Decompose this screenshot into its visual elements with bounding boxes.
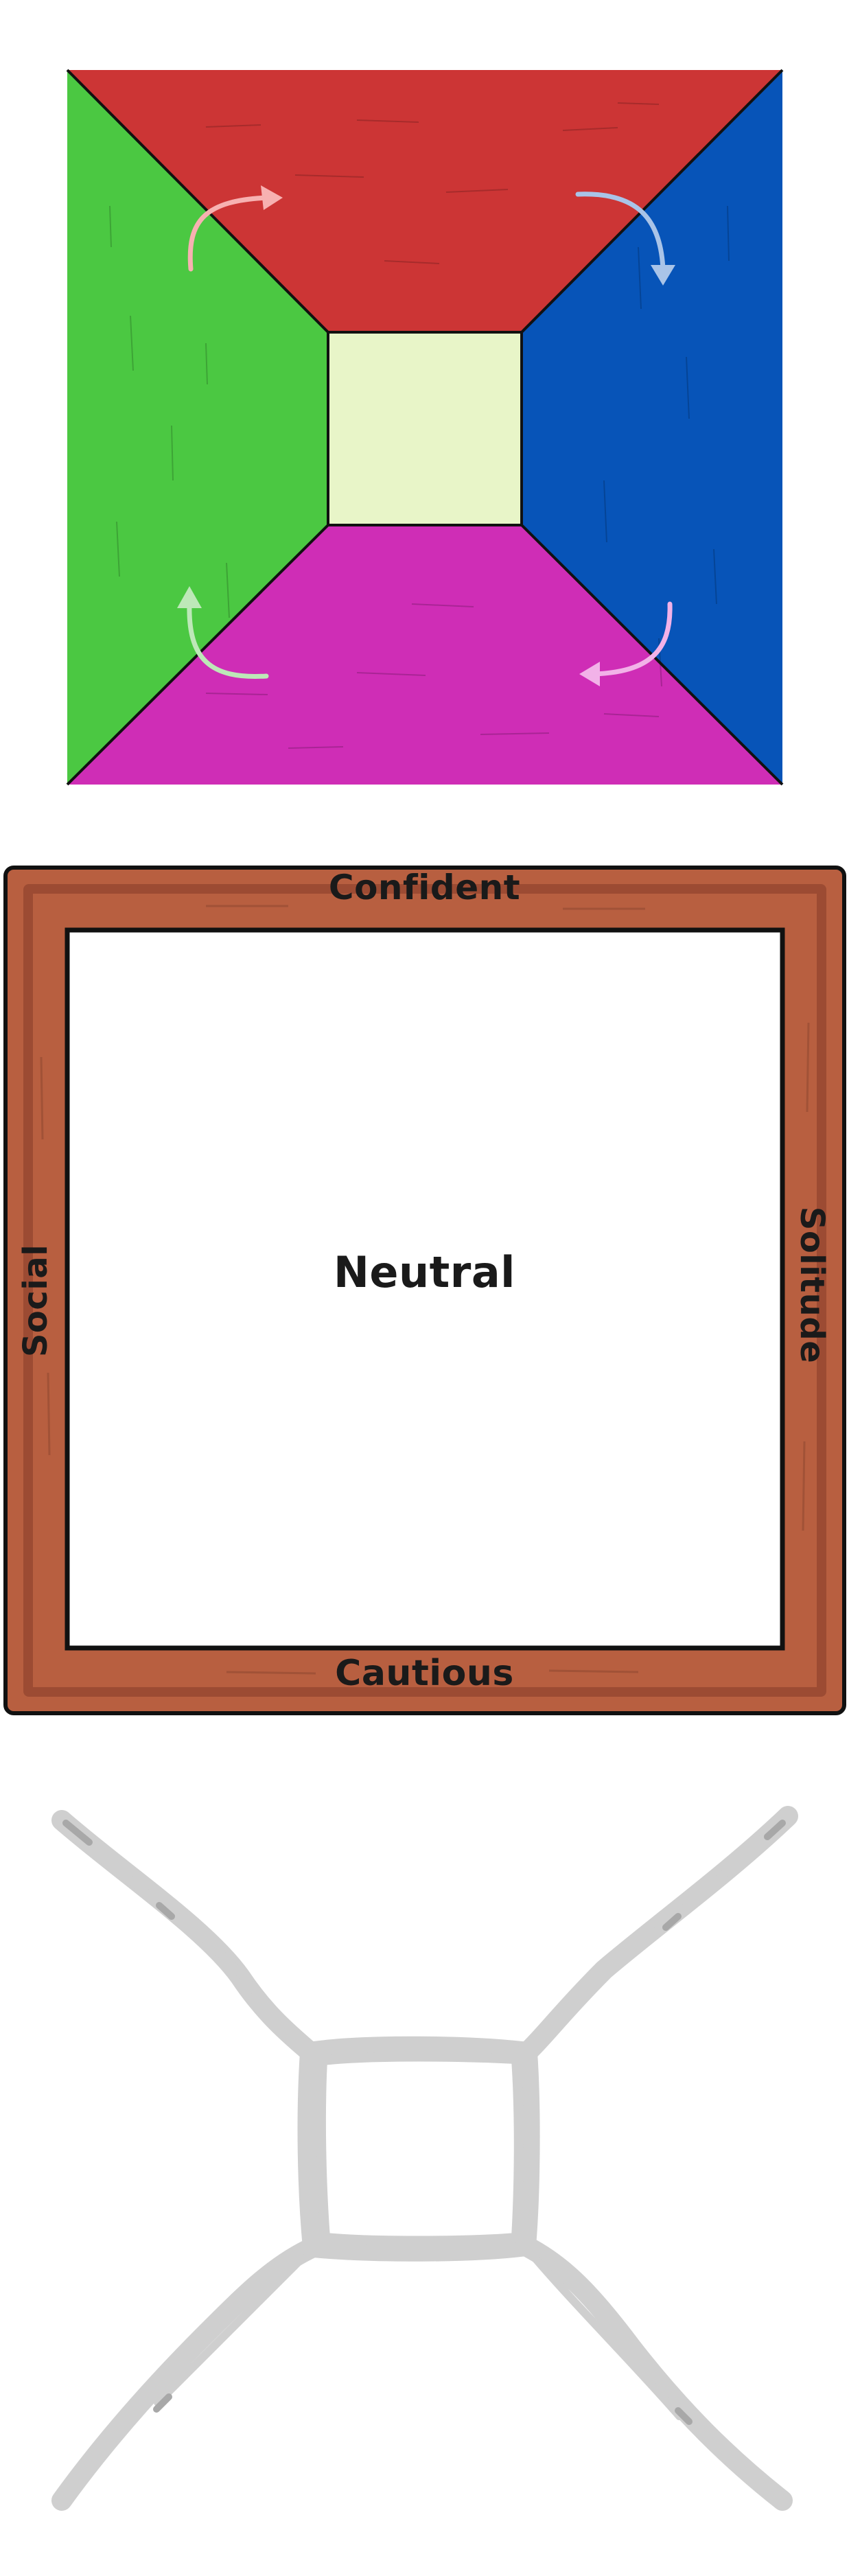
label-cautious: Cautious	[335, 1653, 514, 1694]
quadrant-svg	[66, 69, 784, 786]
arrow-top-left-head-icon	[261, 185, 283, 210]
quadrant-diagram	[0, 0, 849, 796]
sketch-svg	[51, 1806, 798, 2511]
sketch-strokes	[51, 1806, 798, 2511]
arrow-bottom-right-icon	[593, 601, 673, 677]
texture-streaks	[109, 102, 730, 749]
trait-frame: Confident Cautious Social Solitude Neutr…	[0, 851, 849, 1723]
right-trapezoid	[522, 70, 782, 785]
arrow-bottom-left-icon	[187, 601, 269, 680]
bottom-trapezoid	[67, 525, 782, 785]
arrow-top-left-icon	[187, 195, 270, 272]
frame-inner-panel	[65, 927, 785, 1651]
rotation-arrows	[177, 185, 675, 686]
frame-svg	[3, 866, 846, 1715]
sketch-accents	[62, 1820, 786, 2425]
arrow-top-right-icon	[575, 192, 666, 272]
sketch-diagram	[0, 1757, 849, 2576]
left-trapezoid	[67, 70, 328, 785]
label-neutral: Neutral	[334, 1247, 515, 1297]
arrow-top-right-head-icon	[651, 265, 675, 286]
top-trapezoid	[67, 70, 782, 332]
label-confident: Confident	[328, 868, 521, 907]
arrow-bottom-right-head-icon	[579, 662, 600, 686]
wood-grain	[40, 905, 810, 1675]
arrow-bottom-left-head-icon	[177, 586, 202, 608]
center-square	[328, 332, 522, 525]
